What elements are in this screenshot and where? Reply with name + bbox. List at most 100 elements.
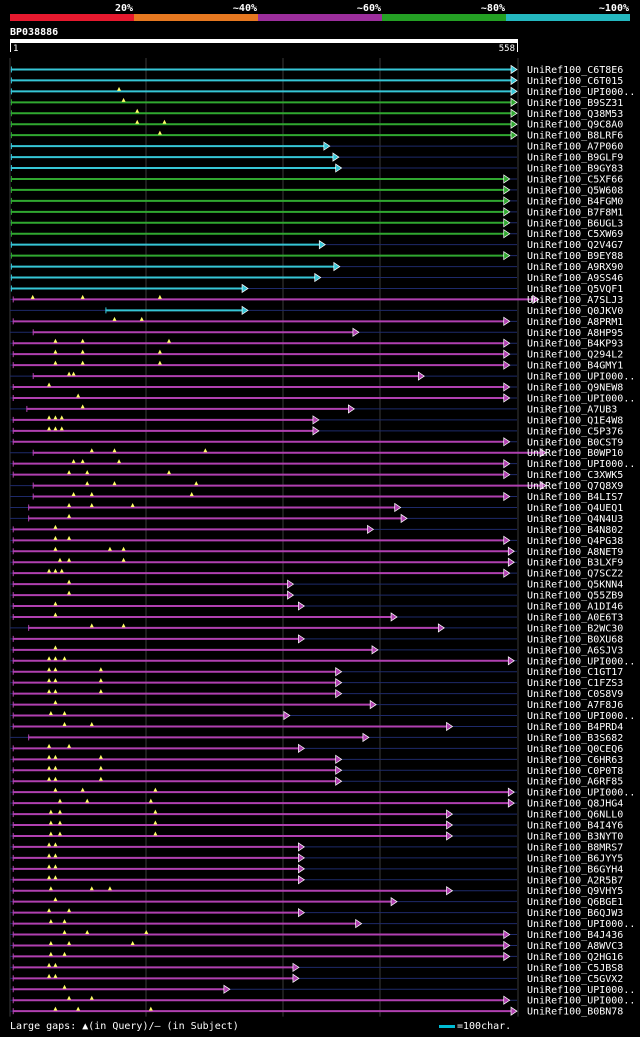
hit-row[interactable]: UniRef100_A1DI46 [10,601,623,613]
hit-row[interactable]: UniRef100_B3LXF9 [10,557,623,569]
hit-row[interactable]: UniRef100_B4PRD4 [10,721,623,733]
hit-label[interactable]: UniRef100_B0BN78 [527,1007,623,1018]
hit-label[interactable]: UniRef100_A8WVC3 [527,941,623,952]
hit-row[interactable]: UniRef100_B0WP10 [10,448,623,459]
hit-label[interactable]: UniRef100_Q5VQF1 [527,284,623,295]
hit-row[interactable]: UniRef100_UPI000.. [10,459,635,470]
hit-row[interactable]: UniRef100_UPI000.. [10,984,635,996]
hit-row[interactable]: UniRef100_UPI000.. [10,918,635,930]
hit-row[interactable]: UniRef100_Q2HG16 [10,951,623,963]
hit-label[interactable]: UniRef100_Q7SCZ2 [527,569,623,580]
hit-row[interactable]: UniRef100_Q9VHY5 [10,886,623,897]
hit-row[interactable]: UniRef100_UPI000.. [10,393,635,404]
hit-label[interactable]: UniRef100_B3LXF9 [527,558,623,569]
hit-label[interactable]: UniRef100_A8HP95 [527,328,623,339]
hit-row[interactable]: UniRef100_A7P060 [10,141,623,153]
hit-label[interactable]: UniRef100_A1DI46 [527,602,623,613]
hit-label[interactable]: UniRef100_Q38M53 [527,109,623,120]
hit-row[interactable]: UniRef100_B7F8M1 [10,207,623,218]
hit-row[interactable]: UniRef100_UPI000.. [10,86,635,98]
hit-label[interactable]: UniRef100_C6T8E6 [527,65,623,76]
hit-row[interactable]: UniRef100_UPI000.. [10,371,635,383]
hit-label[interactable]: UniRef100_B4J436 [527,930,623,941]
hit-row[interactable]: UniRef100_Q55ZB9 [10,590,623,602]
hit-label[interactable]: UniRef100_A9SS46 [527,273,623,284]
hit-label[interactable]: UniRef100_Q4PG38 [527,536,623,547]
hit-label[interactable]: UniRef100_Q4UEQ1 [527,503,623,514]
hit-label[interactable]: UniRef100_UPI000.. [527,711,635,722]
hit-label[interactable]: UniRef100_C5P376 [527,426,623,437]
hit-label[interactable]: UniRef100_B9GLF9 [527,153,623,164]
hit-label[interactable]: UniRef100_C5XW69 [527,229,623,240]
hit-label[interactable]: UniRef100_Q2V4G7 [527,240,623,251]
hit-row[interactable]: UniRef100_Q0CEQ6 [10,743,623,755]
hit-row[interactable]: UniRef100_B0XU68 [10,634,623,645]
hit-label[interactable]: UniRef100_B9EY88 [527,251,623,262]
hit-label[interactable]: UniRef100_A7SLJ3 [527,295,623,306]
hit-label[interactable]: UniRef100_B6GYH4 [527,864,623,875]
hit-row[interactable]: UniRef100_B4I4Y6 [10,820,623,832]
hit-label[interactable]: UniRef100_A9RX90 [527,262,623,273]
hit-label[interactable]: UniRef100_A7F8J6 [527,700,623,711]
hit-row[interactable]: UniRef100_Q5W608 [10,185,623,196]
hit-row[interactable]: UniRef100_A7SLJ3 [10,294,623,306]
hit-row[interactable]: UniRef100_B4FGM0 [10,196,623,207]
hit-label[interactable]: UniRef100_Q0JKV0 [527,306,623,317]
hit-row[interactable]: UniRef100_C1FZS3 [10,678,623,689]
hit-label[interactable]: UniRef100_B8LRF6 [527,131,623,142]
hit-label[interactable]: UniRef100_A6RF85 [527,777,623,788]
hit-row[interactable]: UniRef100_A8WVC3 [10,940,623,952]
hit-row[interactable]: UniRef100_Q9NEW8 [10,382,623,394]
hit-label[interactable]: UniRef100_Q9C8A0 [527,120,623,131]
hit-label[interactable]: UniRef100_Q5KNN4 [527,580,623,591]
hit-label[interactable]: UniRef100_A2R5B7 [527,875,623,886]
hit-label[interactable]: UniRef100_B9SZ31 [527,98,623,109]
hit-label[interactable]: UniRef100_B6UGL3 [527,218,623,229]
hit-row[interactable]: UniRef100_C6HR63 [10,754,623,766]
hit-row[interactable]: UniRef100_A2R5B7 [10,875,623,886]
hit-row[interactable]: UniRef100_C6T8E6 [10,64,623,76]
hit-row[interactable]: UniRef100_Q4UEQ1 [10,502,623,514]
hit-row[interactable]: UniRef100_B9EY88 [10,250,623,262]
hit-row[interactable]: UniRef100_B4GMY1 [10,360,623,372]
hit-row[interactable]: UniRef100_B3S682 [10,732,623,744]
hit-row[interactable]: UniRef100_B4KP93 [10,338,623,350]
hit-label[interactable]: UniRef100_Q7Q8X9 [527,481,623,492]
hit-label[interactable]: UniRef100_A6SJV3 [527,645,623,656]
hit-label[interactable]: UniRef100_B4KP93 [527,339,623,350]
hit-label[interactable]: UniRef100_B7F8M1 [527,207,623,218]
hit-row[interactable]: UniRef100_B0BN78 [10,1006,623,1018]
hit-label[interactable]: UniRef100_C6HR63 [527,755,623,766]
hit-row[interactable]: UniRef100_B6QJW3 [10,907,623,919]
hit-row[interactable]: UniRef100_B9SZ31 [10,97,623,109]
hit-label[interactable]: UniRef100_B0WP10 [527,448,623,459]
hit-row[interactable]: UniRef100_Q6NLL0 [10,809,623,821]
hit-label[interactable]: UniRef100_A7P060 [527,142,623,153]
hit-label[interactable]: UniRef100_B4GMY1 [527,361,623,372]
hit-row[interactable]: UniRef100_B4LIS7 [10,491,623,503]
hit-label[interactable]: UniRef100_B4LIS7 [527,492,623,503]
hit-label[interactable]: UniRef100_UPI000.. [527,87,635,98]
hit-label[interactable]: UniRef100_B8MRS7 [527,842,623,853]
hit-row[interactable]: UniRef100_UPI000.. [10,787,635,799]
hit-row[interactable]: UniRef100_B9GY83 [10,163,623,175]
hit-row[interactable]: UniRef100_Q0JKV0 [10,305,623,317]
hit-row[interactable]: UniRef100_C6T015 [10,75,623,87]
hit-row[interactable]: UniRef100_C3XWK5 [10,469,623,481]
hit-row[interactable]: UniRef100_UPI000.. [10,710,635,722]
hit-label[interactable]: UniRef100_B4I4Y6 [527,821,623,832]
hit-row[interactable]: UniRef100_Q8JHG4 [10,798,623,810]
hit-row[interactable]: UniRef100_B4J436 [10,929,623,941]
hit-row[interactable]: UniRef100_B8MRS7 [10,842,623,853]
hit-label[interactable]: UniRef100_A8NET9 [527,547,623,558]
hit-row[interactable]: UniRef100_B0CST9 [10,437,623,448]
hit-label[interactable]: UniRef100_B0XU68 [527,634,623,645]
hit-row[interactable]: UniRef100_A7F8J6 [10,699,623,711]
hit-row[interactable]: UniRef100_A8HP95 [10,327,623,339]
hit-label[interactable]: UniRef100_C5XF66 [527,174,623,185]
hit-label[interactable]: UniRef100_B9GY83 [527,164,623,175]
hit-row[interactable]: UniRef100_A8NET9 [10,546,623,558]
hit-label[interactable]: UniRef100_Q6NLL0 [527,810,623,821]
hit-label[interactable]: UniRef100_Q2HG16 [527,952,623,963]
hit-label[interactable]: UniRef100_C1GT17 [527,667,623,678]
